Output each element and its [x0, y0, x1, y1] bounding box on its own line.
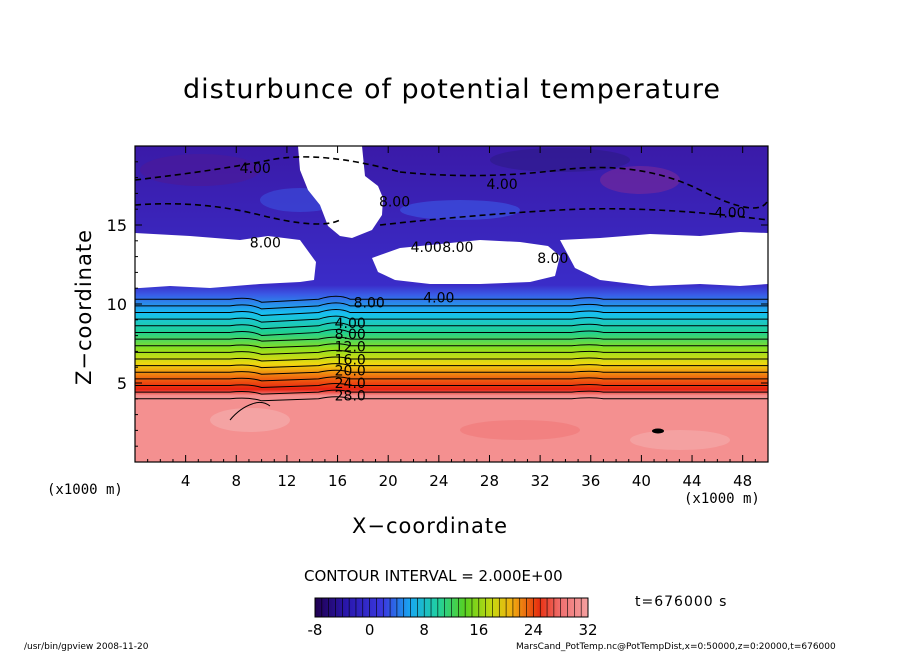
contour-label: 4.00 — [240, 161, 271, 177]
contour-label: 4.00 — [335, 316, 366, 332]
contour-line — [135, 383, 768, 389]
missing-value-region — [372, 240, 560, 284]
x-tick-label: 28 — [480, 472, 499, 490]
contour-line — [135, 202, 341, 225]
x-axis-label: X−coordinate — [352, 514, 508, 538]
x-tick-label: 8 — [232, 472, 242, 490]
colorbar-tick-label: 16 — [469, 621, 488, 639]
contour-line — [135, 349, 768, 355]
footer-left-text: /usr/bin/gpview 2008-11-20 — [24, 642, 149, 652]
contour-line — [399, 166, 768, 209]
contour-label: 8.00 — [537, 251, 568, 267]
contour-label: 4.00 — [714, 205, 745, 221]
field-patch — [490, 148, 630, 172]
y-tick-label: 15 — [107, 216, 127, 235]
contour-line — [135, 369, 768, 375]
contour-line — [135, 356, 768, 362]
x-axis-unit-right: (x1000 m) — [684, 491, 760, 507]
y-tick-label: 10 — [107, 295, 127, 314]
potential-temperature-field — [135, 146, 768, 462]
contour-label: 4.00 — [411, 240, 442, 256]
contour-labels: 4.004.008.004.008.00 4.00 8.008.008.00 4.00… — [240, 161, 746, 405]
footer-right-text: MarsCand_PotTemp.nc@PotTempDist,x=0:5000… — [516, 642, 836, 652]
field-patch — [460, 420, 580, 440]
x-tick-label: 16 — [328, 472, 347, 490]
x-tick-label: 40 — [632, 472, 651, 490]
contour-line — [135, 336, 768, 342]
colorbar-tick-label: 24 — [524, 621, 543, 639]
chart-title: disturbunce of potential temperature — [183, 74, 721, 105]
contour-line — [135, 302, 768, 310]
field-patch — [630, 430, 730, 450]
contour-line — [135, 322, 768, 330]
contour-interval-label: CONTOUR INTERVAL = 2.000E+00 — [304, 567, 563, 585]
contour-lines — [135, 295, 768, 402]
x-tick-label: 36 — [581, 472, 600, 490]
contour-line — [135, 389, 768, 395]
contour-label: 8.00 — [250, 235, 281, 251]
field-patch — [652, 428, 664, 434]
contour-line — [379, 207, 768, 226]
x-tick-label: 12 — [277, 472, 296, 490]
field-patch — [210, 408, 290, 432]
field-patch — [140, 154, 260, 186]
contour-label: 24.0 — [335, 376, 366, 392]
x-tick-label: 24 — [429, 472, 448, 490]
x-tick-label: 20 — [379, 472, 398, 490]
x-tick-label: 4 — [181, 472, 191, 490]
y-tick-label: 5 — [117, 374, 127, 393]
x-tick-label: 32 — [531, 472, 550, 490]
contour-label: 4.00 — [487, 177, 518, 193]
contour-label: 20.0 — [335, 363, 366, 379]
colorbar-tick-label: 32 — [578, 621, 597, 639]
contour-line — [135, 328, 768, 336]
contour-line — [135, 343, 768, 349]
contour-label: 4.00 — [423, 291, 454, 307]
contour-label: 8.00 — [354, 295, 385, 311]
contour-line — [135, 156, 401, 181]
missing-value-region — [298, 146, 383, 238]
contour-label: 28.0 — [335, 389, 366, 405]
contour-label: 8.00 — [379, 194, 410, 210]
missing-value-region — [135, 233, 316, 288]
contour-label: 8.00 — [335, 327, 366, 343]
contour-line — [135, 309, 768, 317]
colorbar-tick-label: 8 — [419, 621, 429, 639]
colorbar: -8 0 8 16 24 32 — [308, 597, 598, 639]
contour-label: 8.00 — [442, 240, 473, 256]
x-axis-unit-left: (x1000 m) — [47, 482, 123, 498]
contour-label: 12.0 — [335, 340, 366, 356]
contour-line — [135, 295, 768, 303]
contour-label: 16.0 — [335, 352, 366, 368]
contour-line — [135, 315, 768, 323]
field-patch — [600, 166, 680, 194]
x-tick-label: 48 — [733, 472, 752, 490]
contour-line — [135, 376, 768, 382]
colorbar-tick-label: -8 — [308, 621, 323, 639]
x-tick-label: 44 — [682, 472, 701, 490]
colorbar-tick-label: 0 — [365, 621, 375, 639]
contour-line — [135, 363, 768, 369]
contour-line — [135, 396, 768, 402]
missing-value-region — [560, 232, 768, 286]
contour-line — [229, 401, 271, 421]
time-label: t=676000 s — [635, 594, 728, 610]
